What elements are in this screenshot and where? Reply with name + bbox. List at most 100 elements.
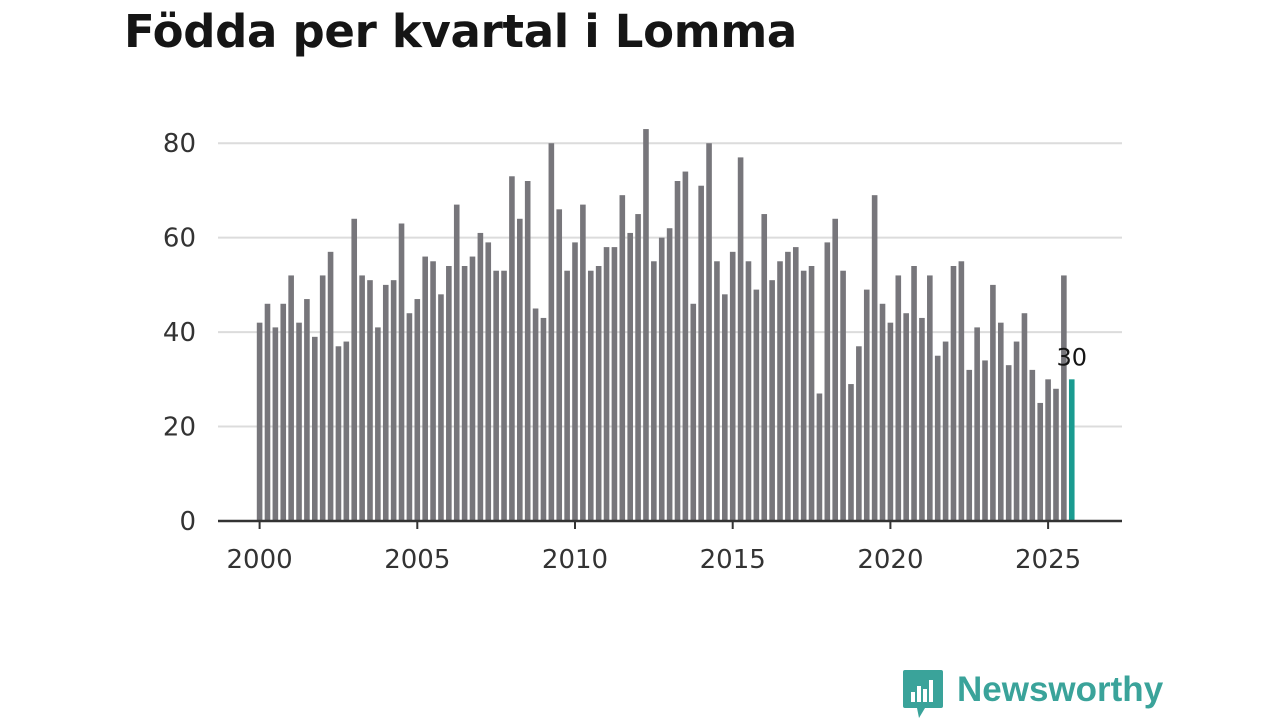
bar — [382, 284, 389, 521]
y-tick-label-20: 20 — [163, 413, 196, 443]
bar-chart: 0 20 40 60 80 2000 2005 2010 2015 2020 2025 30 — [163, 129, 1122, 575]
bar — [611, 247, 618, 522]
bar — [280, 303, 287, 521]
x-tick-label-2025: 2025 — [1015, 545, 1081, 575]
bar — [1061, 275, 1067, 521]
bar — [469, 256, 476, 521]
bar — [879, 303, 886, 521]
bar — [580, 204, 586, 522]
bar — [1005, 365, 1012, 521]
bar — [288, 275, 294, 521]
bar — [934, 355, 941, 521]
bar — [304, 299, 310, 521]
newsworthy-logo: Newsworthy — [903, 670, 1163, 720]
bar — [556, 209, 563, 521]
data-labels: 30 — [1056, 343, 1087, 371]
bar — [319, 275, 326, 521]
bar — [501, 270, 507, 521]
bar — [272, 327, 279, 521]
brand-name: Newsworthy — [957, 670, 1164, 709]
bar — [635, 214, 641, 521]
bar — [674, 181, 681, 521]
bar — [335, 346, 342, 521]
bar — [792, 247, 799, 522]
bar — [351, 218, 358, 521]
bar — [1013, 341, 1020, 521]
bar — [493, 270, 499, 521]
bar — [753, 289, 760, 521]
bar — [714, 261, 720, 521]
bar — [997, 322, 1004, 521]
y-tick-label-80: 80 — [163, 129, 196, 159]
bar — [737, 157, 744, 521]
bar — [327, 251, 334, 521]
y-axis-ticks: 0 20 40 60 80 — [163, 129, 196, 537]
bar — [627, 232, 633, 521]
bar — [517, 218, 523, 521]
bar — [722, 294, 728, 521]
bar — [911, 266, 917, 521]
bar — [666, 228, 673, 521]
bar — [414, 299, 421, 521]
bar — [950, 266, 957, 521]
bar — [453, 204, 460, 522]
bar — [532, 308, 539, 521]
bar — [887, 322, 894, 521]
bar — [367, 280, 373, 521]
bar — [509, 176, 515, 521]
bar — [524, 181, 531, 521]
bar — [871, 195, 878, 522]
bar — [729, 251, 736, 521]
y-tick-label-40: 40 — [163, 318, 196, 348]
bar — [256, 322, 263, 521]
bar — [816, 393, 823, 521]
x-axis-ticks: 2000 2005 2010 2015 2020 2025 — [227, 521, 1081, 575]
bar — [548, 143, 555, 521]
bar — [398, 223, 405, 521]
bar — [706, 143, 712, 521]
bar — [895, 275, 902, 521]
bars — [256, 129, 1075, 522]
bar — [761, 214, 768, 521]
y-tick-label-60: 60 — [163, 224, 196, 254]
bar — [682, 171, 689, 521]
bar — [572, 242, 578, 521]
bar — [927, 275, 933, 521]
bar — [1045, 379, 1051, 521]
bar — [296, 322, 302, 521]
bar — [651, 261, 657, 521]
bar — [990, 284, 996, 521]
bar — [698, 185, 704, 521]
bar — [658, 237, 665, 522]
y-tick-label-0: 0 — [179, 507, 196, 537]
bar — [406, 313, 413, 521]
bar — [390, 280, 397, 521]
bar — [856, 346, 862, 521]
bar — [1037, 402, 1044, 521]
bar — [863, 289, 870, 521]
bar — [800, 270, 807, 521]
bar — [832, 218, 839, 521]
x-tick-label-2020: 2020 — [857, 545, 923, 575]
bar — [769, 280, 775, 521]
bar — [848, 384, 854, 521]
bar — [422, 256, 428, 521]
bar — [919, 317, 925, 521]
x-tick-label-2015: 2015 — [700, 545, 766, 575]
x-tick-label-2010: 2010 — [542, 545, 608, 575]
bar — [312, 336, 318, 521]
x-tick-label-2000: 2000 — [227, 545, 293, 575]
bar — [903, 313, 909, 521]
bar — [785, 251, 791, 521]
bar — [777, 261, 783, 521]
bar — [438, 294, 444, 521]
bar — [824, 242, 831, 521]
bar — [619, 195, 626, 522]
bar-highlight — [1068, 379, 1075, 521]
bar — [595, 266, 602, 521]
bar — [745, 261, 752, 521]
bar — [958, 261, 965, 521]
bar — [477, 232, 484, 521]
bar — [643, 129, 649, 521]
bar — [375, 327, 381, 521]
